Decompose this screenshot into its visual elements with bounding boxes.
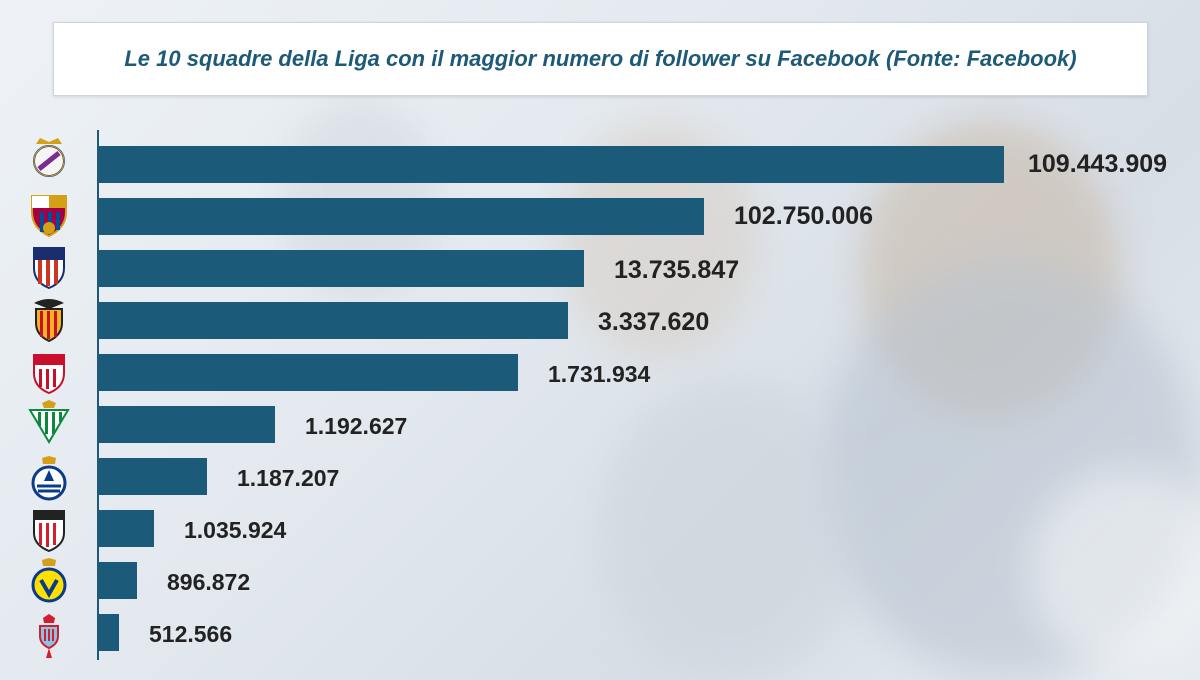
y-axis-line	[97, 130, 99, 660]
sevilla-crest	[33, 354, 65, 395]
real-madrid-crest	[33, 138, 65, 177]
bar-value-label: 109.443.909	[1028, 150, 1168, 178]
chart-title-box: Le 10 squadre della Liga con il maggior …	[53, 22, 1148, 96]
valencia-crest	[34, 299, 64, 343]
bar-value-label: 896.872	[167, 569, 251, 595]
barcelona-crest	[31, 195, 67, 238]
bar-real-sociedad	[99, 458, 207, 495]
bar-value-label: 13.735.847	[614, 256, 740, 284]
bar-real-madrid	[99, 146, 1004, 183]
bar-real-betis	[99, 406, 275, 443]
bar-value-label: 1.035.924	[184, 517, 287, 543]
bar-value-label: 102.750.006	[734, 202, 874, 230]
bar-barcelona	[99, 198, 704, 235]
chart-title: Le 10 squadre della Liga con il maggior …	[124, 46, 1077, 71]
real-betis-crest	[28, 400, 70, 444]
bar-value-label: 1.192.627	[305, 413, 408, 439]
bar-villarreal	[99, 562, 137, 599]
real-sociedad-crest	[31, 456, 67, 501]
villarreal-crest	[31, 558, 67, 603]
bar-atletico-madrid	[99, 250, 584, 287]
bar-celta-vigo	[99, 614, 119, 651]
bar-value-label: 512.566	[149, 621, 233, 647]
celta-vigo-crest	[39, 614, 59, 658]
bar-valencia	[99, 302, 568, 339]
atletico-madrid-crest	[33, 247, 65, 290]
bar-value-label: 3.337.620	[598, 308, 710, 336]
athletic-bilbao-crest	[33, 510, 65, 553]
bar-value-label: 1.187.207	[237, 465, 340, 491]
bar-sevilla	[99, 354, 518, 391]
bar-value-label: 1.731.934	[548, 361, 651, 387]
bar-athletic-bilbao	[99, 510, 154, 547]
